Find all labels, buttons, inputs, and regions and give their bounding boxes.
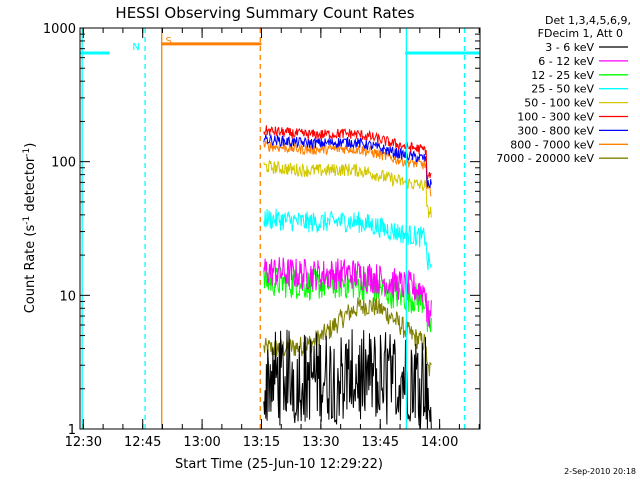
x-tick-label: 13:00 — [183, 435, 220, 450]
x-tick-label: 13:30 — [302, 435, 339, 450]
x-axis-label: Start Time (25-Jun-10 12:29:22) — [175, 457, 383, 472]
x-tick-label: 12:30 — [65, 435, 102, 450]
x-tick-label: 13:45 — [362, 435, 399, 450]
chart-title: HESSI Observing Summary Count Rates — [115, 4, 414, 22]
y-axis-label-main: Count Rate (s — [23, 225, 38, 314]
legend-label-8: 7000 - 20000 keV — [496, 152, 594, 165]
legend: Det 1,3,4,5,6,9, FDecim 1, Att 0 3 - 6 k… — [496, 14, 631, 165]
y-axis-label-end: ) — [23, 143, 38, 148]
marker-label-n: N — [132, 42, 139, 53]
legend-header-1: Det 1,3,4,5,6,9, — [545, 14, 631, 27]
series-line-3 — [263, 208, 432, 271]
legend-label-3: 25 - 50 keV — [531, 83, 594, 96]
x-tick-label: 14:00 — [421, 435, 458, 450]
y-axis-label-sup2: -1 — [22, 148, 32, 157]
series-line-0 — [263, 329, 432, 429]
y-tick-label: 10 — [59, 289, 76, 304]
legend-label-2: 12 - 25 keV — [531, 69, 594, 82]
marker-lines: NS — [81, 28, 466, 429]
series-line-5 — [263, 125, 432, 180]
plot-area — [80, 42, 480, 429]
series-line-1 — [263, 257, 432, 329]
y-tick-label: 1000 — [43, 22, 76, 37]
series-line-6 — [263, 133, 432, 189]
legend-label-6: 300 - 800 keV — [517, 124, 594, 137]
y-axis-label: Count Rate (s-1 detector-1) — [22, 143, 38, 314]
legend-header-2: FDecim 1, Att 0 — [538, 27, 623, 40]
y-axis-label-sup1: -1 — [22, 216, 32, 225]
y-tick-label: 1 — [68, 423, 76, 438]
footer-date: 2-Sep-2010 20:18 — [564, 467, 636, 476]
series-line-8 — [263, 296, 432, 377]
y-tick-label: 100 — [51, 156, 76, 171]
series-line-4 — [263, 158, 432, 218]
marker-label-s: S — [166, 36, 172, 47]
axes: 1 10 100 1000 12:30 12:45 13:00 13:15 13:30 13:45… — [43, 22, 481, 450]
legend-label-7: 800 - 7000 keV — [510, 138, 594, 151]
legend-label-4: 50 - 100 keV — [524, 97, 594, 110]
x-tick-label: 13:15 — [243, 435, 280, 450]
plot-frame — [79, 27, 481, 430]
legend-label-1: 6 - 12 keV — [538, 55, 594, 68]
y-axis-label-mid: detector — [23, 156, 38, 216]
legend-label-0: 3 - 6 keV — [545, 41, 594, 54]
x-tick-label: 12:45 — [124, 435, 161, 450]
legend-label-5: 100 - 300 keV — [517, 111, 594, 124]
